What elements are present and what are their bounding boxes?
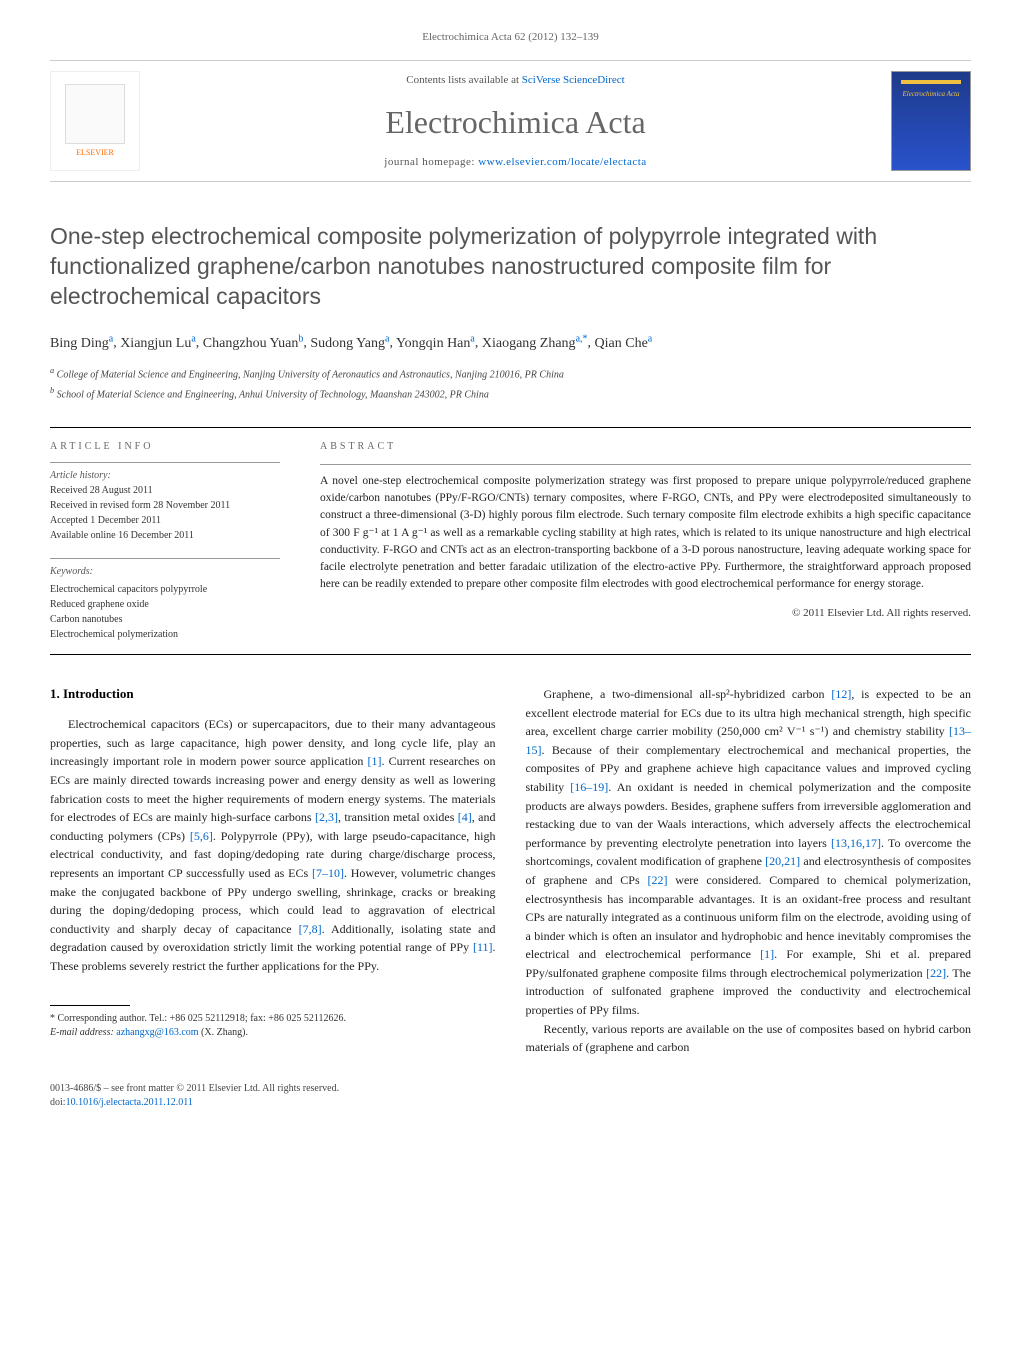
sciverse-prefix: Contents lists available at [406, 74, 521, 86]
history-item: Received in revised form 28 November 201… [50, 498, 280, 513]
journal-cover: Electrochimica Acta [891, 71, 971, 171]
info-heading: ARTICLE INFO [50, 440, 280, 454]
homepage-link[interactable]: www.elsevier.com/locate/electacta [478, 156, 647, 168]
ref-link[interactable]: [4] [458, 810, 472, 824]
author: Changzhou Yuanb [203, 336, 304, 351]
ref-link[interactable]: [11] [473, 940, 493, 954]
running-header: Electrochimica Acta 62 (2012) 132–139 [50, 30, 971, 45]
authors-list: Bing Dinga, Xiangjun Lua, Changzhou Yuan… [50, 332, 971, 353]
sciverse-line: Contents lists available at SciVerse Sci… [140, 73, 891, 88]
author: Bing Dinga [50, 336, 113, 351]
keywords-label: Keywords: [50, 565, 280, 579]
elsevier-tree-icon [65, 84, 125, 144]
page-footer: 0013-4686/$ – see front matter © 2011 El… [50, 1082, 971, 1110]
author: Xiangjun Lua [120, 336, 196, 351]
doi-line: doi:10.1016/j.electacta.2011.12.011 [50, 1096, 971, 1110]
history-item: Received 28 August 2011 [50, 483, 280, 498]
affiliation-a: a College of Material Science and Engine… [50, 365, 971, 382]
author: Qian Chea [595, 336, 653, 351]
history-item: Accepted 1 December 2011 [50, 513, 280, 528]
author: Sudong Yanga [310, 336, 389, 351]
sciverse-link[interactable]: SciVerse ScienceDirect [522, 74, 625, 86]
ref-link[interactable]: [7–10] [312, 866, 344, 880]
keyword: Electrochemical polymerization [50, 627, 280, 642]
email-link[interactable]: azhangxg@163.com [116, 1027, 198, 1038]
ref-link[interactable]: [16–19] [570, 780, 608, 794]
affiliations: a College of Material Science and Engine… [50, 365, 971, 402]
ref-link[interactable]: [12] [831, 687, 851, 701]
journal-banner: ELSEVIER Contents lists available at Sci… [50, 60, 971, 182]
ref-link[interactable]: [1] [760, 947, 774, 961]
article-title: One-step electrochemical composite polym… [50, 222, 971, 312]
ref-link[interactable]: [5,6] [190, 829, 213, 843]
corresponding-footnote: * Corresponding author. Tel.: +86 025 52… [50, 1012, 496, 1026]
elsevier-logo: ELSEVIER [50, 71, 140, 171]
footnote-separator [50, 1005, 130, 1006]
section-heading: 1. Introduction [50, 685, 496, 703]
cover-bar-icon [901, 80, 961, 84]
keyword: Electrochemical capacitors polypyrrole [50, 582, 280, 597]
homepage-prefix: journal homepage: [384, 156, 478, 168]
history-item: Available online 16 December 2011 [50, 528, 280, 543]
keyword: Reduced graphene oxide [50, 597, 280, 612]
article-info: ARTICLE INFO Article history: Received 2… [50, 440, 280, 642]
cover-title: Electrochimica Acta [903, 90, 960, 100]
homepage-line: journal homepage: www.elsevier.com/locat… [140, 155, 891, 170]
column-left: 1. Introduction Electrochemical capacito… [50, 685, 496, 1057]
banner-center: Contents lists available at SciVerse Sci… [140, 73, 891, 171]
abstract-block: ABSTRACT A novel one-step electrochemica… [320, 440, 971, 642]
ref-link[interactable]: [22] [926, 966, 946, 980]
abstract-copyright: © 2011 Elsevier Ltd. All rights reserved… [320, 606, 971, 621]
meta-section: ARTICLE INFO Article history: Received 2… [50, 427, 971, 655]
ref-link[interactable]: [7,8] [299, 922, 322, 936]
body-paragraph: Graphene, a two-dimensional all-sp²-hybr… [526, 685, 972, 1020]
doi-link[interactable]: 10.1016/j.electacta.2011.12.011 [66, 1097, 193, 1108]
abstract-text: A novel one-step electrochemical composi… [320, 473, 971, 594]
body-paragraph: Recently, various reports are available … [526, 1020, 972, 1057]
body-columns: 1. Introduction Electrochemical capacito… [50, 685, 971, 1057]
journal-name: Electrochimica Acta [140, 100, 891, 145]
history-label: Article history: [50, 469, 280, 483]
author: Yongqin Hana [396, 336, 475, 351]
author: Xiaogang Zhanga,* [482, 336, 588, 351]
ref-link[interactable]: [13,16,17] [831, 836, 881, 850]
ref-link[interactable]: [22] [647, 873, 667, 887]
body-paragraph: Electrochemical capacitors (ECs) or supe… [50, 715, 496, 975]
affiliation-b: b School of Material Science and Enginee… [50, 385, 971, 402]
abstract-heading: ABSTRACT [320, 440, 971, 454]
email-footnote: E-mail address: azhangxg@163.com (X. Zha… [50, 1026, 496, 1040]
issn-line: 0013-4686/$ – see front matter © 2011 El… [50, 1082, 971, 1096]
ref-link[interactable]: [1] [368, 754, 382, 768]
ref-link[interactable]: [2,3] [315, 810, 338, 824]
elsevier-label: ELSEVIER [76, 147, 114, 158]
ref-link[interactable]: [20,21] [765, 854, 800, 868]
keyword: Carbon nanotubes [50, 612, 280, 627]
column-right: Graphene, a two-dimensional all-sp²-hybr… [526, 685, 972, 1057]
